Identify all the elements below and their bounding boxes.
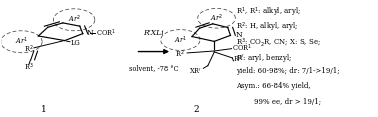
Text: N: N — [87, 29, 93, 37]
Text: R$^2$: R$^2$ — [175, 49, 184, 60]
Text: solvent, -78 °C: solvent, -78 °C — [129, 64, 178, 72]
Text: 1: 1 — [41, 105, 47, 114]
Text: Ar$^1$: Ar$^1$ — [15, 36, 28, 47]
Text: Asym.: 66-84% yield,: Asym.: 66-84% yield, — [236, 82, 311, 90]
Text: R’XLi: R’XLi — [143, 29, 164, 37]
Text: COR$^1$: COR$^1$ — [96, 28, 116, 39]
Text: R$^3$: R$^3$ — [233, 54, 243, 65]
Text: R$^3$: CO$_2$R, CN; X: S, Se;: R$^3$: CO$_2$R, CN; X: S, Se; — [236, 36, 321, 48]
Text: R$^1$, R$^1$: alkyl, aryl;: R$^1$, R$^1$: alkyl, aryl; — [236, 6, 301, 19]
Text: Ar$^1$: Ar$^1$ — [174, 34, 187, 46]
Text: N: N — [235, 31, 242, 39]
Text: XR$'$: XR$'$ — [189, 66, 202, 76]
Text: COR$^1$: COR$^1$ — [232, 42, 253, 53]
Text: 99% ee, dr > 19/1;: 99% ee, dr > 19/1; — [236, 97, 321, 105]
Text: R$'$: aryl, benzyl;: R$'$: aryl, benzyl; — [236, 52, 292, 64]
Text: Ar$^2$: Ar$^2$ — [210, 13, 223, 24]
Text: Ar$^2$: Ar$^2$ — [68, 14, 81, 25]
Text: 2: 2 — [194, 105, 199, 114]
Text: yield: 60-98%; dr: 7/1->19/1;: yield: 60-98%; dr: 7/1->19/1; — [236, 67, 340, 75]
Text: LG: LG — [71, 38, 81, 47]
Text: R$^2$: R$^2$ — [24, 44, 34, 55]
Text: R$^2$: H, alkyl, aryl;: R$^2$: H, alkyl, aryl; — [236, 21, 299, 35]
Text: R$^3$: R$^3$ — [24, 62, 34, 73]
